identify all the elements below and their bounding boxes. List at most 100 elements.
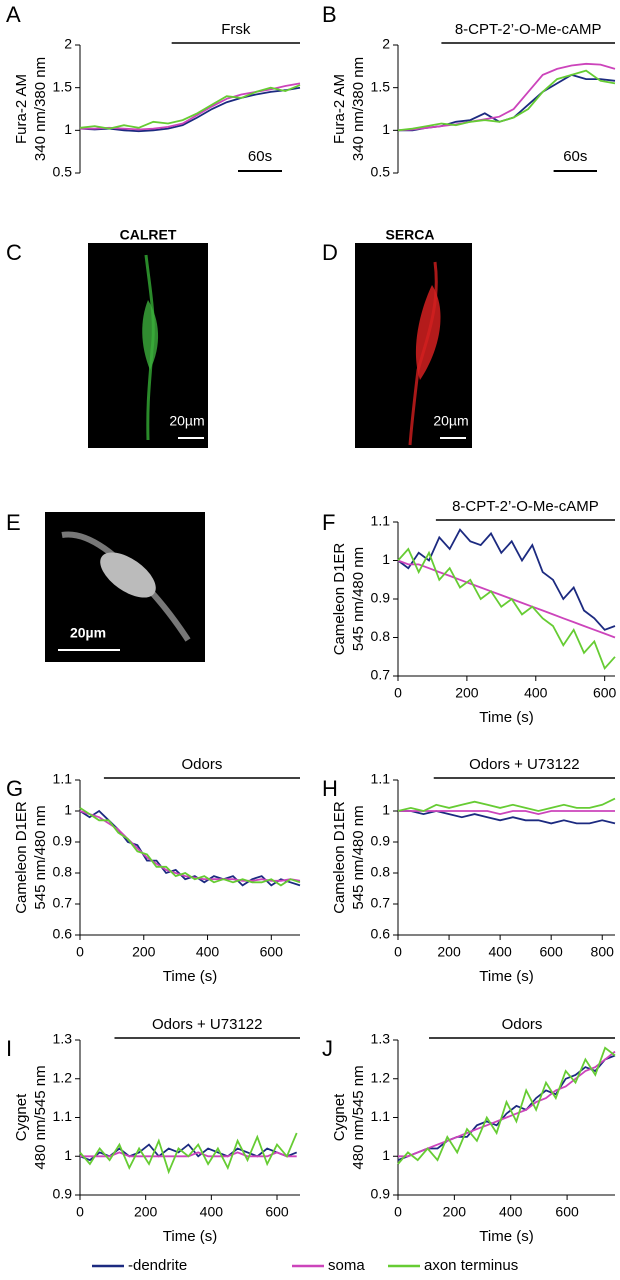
y-axis-label: 340 nm/380 nm — [350, 57, 367, 161]
panel-label: J — [322, 1036, 333, 1061]
treatment-label: Odors + U73122 — [469, 756, 580, 773]
treatment-label: Odors — [182, 756, 223, 773]
series-line — [397, 62, 616, 132]
y-tick-label: 1.2 — [371, 1069, 391, 1085]
micrograph-d — [355, 243, 472, 448]
x-axis-label: Time (s) — [479, 709, 533, 726]
y-axis-label: Cygnet — [331, 1093, 348, 1141]
series-line — [398, 810, 615, 816]
y-tick-label: 1.3 — [371, 1031, 391, 1047]
scale-bar-label: 60s — [248, 148, 272, 165]
treatment-label: Odors — [502, 1016, 543, 1033]
panel-label: I — [6, 1036, 12, 1061]
y-tick-label: 1.1 — [371, 513, 391, 529]
cell-body — [142, 300, 159, 370]
x-tick-label: 200 — [443, 1204, 467, 1220]
series-line — [397, 1046, 616, 1165]
series-line — [397, 797, 616, 812]
scale-bar-label: 60s — [563, 148, 587, 165]
series-line — [79, 86, 301, 133]
series-line — [397, 528, 616, 631]
x-axis-label: Time (s) — [479, 1228, 533, 1245]
y-tick-label: 0.9 — [53, 833, 73, 849]
y-axis-label: 545 nm/480 nm — [350, 805, 367, 909]
y-axis-label: 480 nm/545 nm — [32, 1065, 49, 1169]
y-tick-label: 1.3 — [53, 1031, 73, 1047]
y-axis-label: 340 nm/380 nm — [32, 57, 49, 161]
x-tick-label: 600 — [265, 1204, 289, 1220]
chart: G 0.6 0.7 0.8 0.9 1 1.1 Cameleon D1ER 545 nm/480… — [6, 756, 301, 985]
y-tick-label: 1.2 — [53, 1069, 73, 1085]
treatment-label: 8-CPT-2’-O-Me-cAMP — [452, 498, 599, 515]
panel-label: G — [6, 776, 23, 801]
y-axis-label: Fura-2 AM — [13, 74, 30, 144]
x-tick-label: 200 — [134, 1204, 158, 1220]
treatment-label: 8-CPT-2’-O-Me-cAMP — [455, 21, 602, 38]
y-tick-label: 0.5 — [53, 164, 73, 180]
y-tick-label: 1.5 — [53, 78, 73, 94]
series-line — [397, 1054, 616, 1161]
y-axis-label: Cameleon D1ER — [331, 543, 348, 656]
panel-label: C — [6, 240, 22, 265]
y-tick-label: 0.7 — [371, 895, 391, 911]
y-tick-label: 0.5 — [371, 164, 391, 180]
x-tick-label: 400 — [488, 944, 512, 960]
y-tick-label: 0.8 — [53, 864, 73, 880]
x-tick-label: 200 — [455, 685, 479, 701]
x-tick-label: 200 — [437, 944, 461, 960]
y-tick-label: 1.1 — [53, 771, 73, 787]
series-line — [397, 559, 616, 639]
micrograph-e — [45, 512, 205, 662]
panel-label: B — [322, 2, 337, 27]
y-axis-label: 545 nm/480 nm — [32, 805, 49, 909]
y-axis-label: Fura-2 AM — [331, 74, 348, 144]
panel-label: F — [322, 510, 335, 535]
series-line — [79, 807, 301, 887]
image-title: D1ER — [106, 496, 143, 512]
chart: B 0.5 1 1.5 2 Fura-2 AM 340 nm/380 nm 8-CPT-2’-… — [322, 2, 616, 180]
x-tick-label: 600 — [555, 1204, 579, 1220]
y-tick-label: 0.9 — [371, 833, 391, 849]
legend-label: soma — [328, 1257, 365, 1274]
x-tick-label: 0 — [76, 944, 84, 960]
x-tick-label: 0 — [394, 1204, 402, 1220]
cell-body — [415, 285, 441, 380]
series-line — [79, 810, 301, 882]
y-tick-label: 2 — [382, 36, 390, 52]
y-tick-label: 0.8 — [371, 864, 391, 880]
y-tick-label: 1.1 — [371, 1108, 391, 1124]
treatment-label: Odors + U73122 — [152, 1016, 263, 1033]
legend-label: axon terminus — [424, 1257, 518, 1274]
y-tick-label: 0.7 — [371, 667, 391, 683]
x-tick-label: 400 — [196, 944, 220, 960]
x-axis-label: Time (s) — [163, 1228, 217, 1245]
scale-bar-label: 20µm — [70, 625, 106, 641]
series-line — [80, 82, 301, 131]
y-tick-label: 0.6 — [371, 926, 391, 942]
x-axis-label: Time (s) — [479, 968, 533, 985]
series-line — [79, 84, 301, 130]
series-line — [79, 1132, 298, 1175]
y-axis-label: 545 nm/480 nm — [350, 547, 367, 651]
series-line — [79, 809, 301, 887]
y-tick-label: 1 — [64, 121, 72, 137]
y-tick-label: 1 — [64, 802, 72, 818]
y-axis-label: Cygnet — [13, 1093, 30, 1141]
chart: I 0.9 1 1.1 1.2 1.3 Cygnet 480 nm/545 nm 0 200 400… — [6, 1016, 300, 1245]
cell-body — [100, 552, 156, 598]
panel-label: H — [322, 776, 338, 801]
x-tick-label: 0 — [394, 685, 402, 701]
y-tick-label: 1 — [382, 121, 390, 137]
y-tick-label: 1.1 — [371, 771, 391, 787]
x-tick-label: 400 — [499, 1204, 523, 1220]
x-tick-label: 600 — [593, 685, 617, 701]
series-line — [397, 69, 616, 132]
y-axis-label: 480 nm/545 nm — [350, 1065, 367, 1169]
y-tick-label: 0.7 — [53, 895, 73, 911]
y-tick-label: 1 — [64, 1147, 72, 1163]
micrograph-c — [88, 243, 208, 448]
x-tick-label: 600 — [260, 944, 284, 960]
x-tick-label: 400 — [200, 1204, 224, 1220]
panel-label: A — [6, 2, 21, 27]
